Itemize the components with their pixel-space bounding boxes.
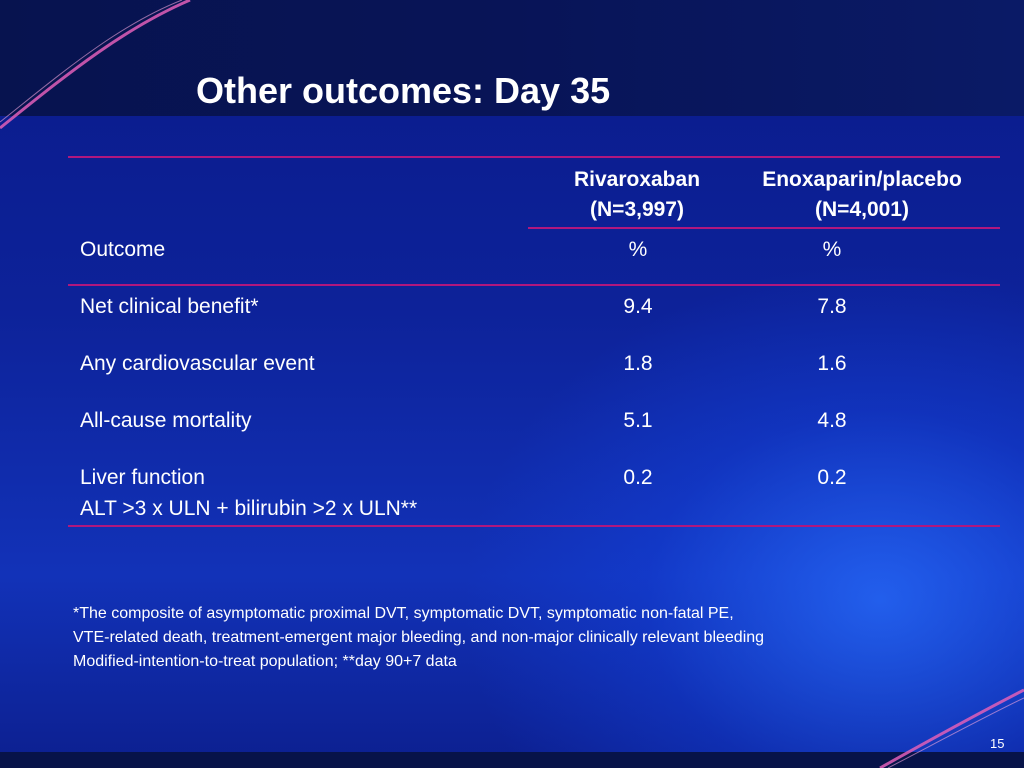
column-header-n: (N=4,001) xyxy=(815,198,909,221)
page-number: 15 xyxy=(990,736,1005,751)
row-label-net-clinical-benefit: Net clinical benefit* xyxy=(80,295,259,318)
row-label-all-cause-mortality: All-cause mortality xyxy=(80,409,252,432)
value-rivaroxaban: 0.2 xyxy=(623,466,653,489)
footnote-line: VTE-related death, treatment-emergent ma… xyxy=(73,629,765,646)
value-rivaroxaban: 9.4 xyxy=(623,295,653,318)
row-label-liver-function: Liver function xyxy=(80,466,205,489)
value-enoxaparin: 7.8 xyxy=(817,295,847,318)
column-header-n: (N=3,997) xyxy=(590,198,684,221)
column-header-name: Rivaroxaban xyxy=(573,168,701,191)
footer-band xyxy=(0,752,1024,768)
unit-row-rule xyxy=(68,284,1000,286)
value-rivaroxaban: 1.8 xyxy=(623,352,653,375)
row-label-cardiovascular-event: Any cardiovascular event xyxy=(80,352,315,375)
row-sublabel-liver-function: ALT >3 x ULN + bilirubin >2 x ULN** xyxy=(80,497,418,520)
value-rivaroxaban: 5.1 xyxy=(623,409,653,432)
table-bottom-rule xyxy=(68,525,1000,527)
value-enoxaparin: 1.6 xyxy=(817,352,847,375)
footnote-line: Modified-intention-to-treat population; … xyxy=(73,653,457,670)
footnote-line: *The composite of asymptomatic proximal … xyxy=(73,605,734,622)
unit-enoxaparin: % xyxy=(822,238,842,261)
slide-title: Other outcomes: Day 35 xyxy=(196,70,611,111)
footnotes: *The composite of asymptomatic proximal … xyxy=(73,602,764,674)
outcome-column-label: Outcome xyxy=(80,238,166,261)
table-top-rule xyxy=(68,156,1000,158)
unit-rivaroxaban: % xyxy=(628,238,648,261)
value-enoxaparin: 4.8 xyxy=(817,409,847,432)
column-header-enoxaparin: Enoxaparin/placebo (N=4,001) xyxy=(732,165,992,225)
column-header-rivaroxaban: Rivaroxaban (N=3,997) xyxy=(537,165,737,225)
column-header-name: Enoxaparin/placebo xyxy=(762,168,962,191)
header-underline-rule xyxy=(528,227,1000,229)
value-enoxaparin: 0.2 xyxy=(817,466,847,489)
